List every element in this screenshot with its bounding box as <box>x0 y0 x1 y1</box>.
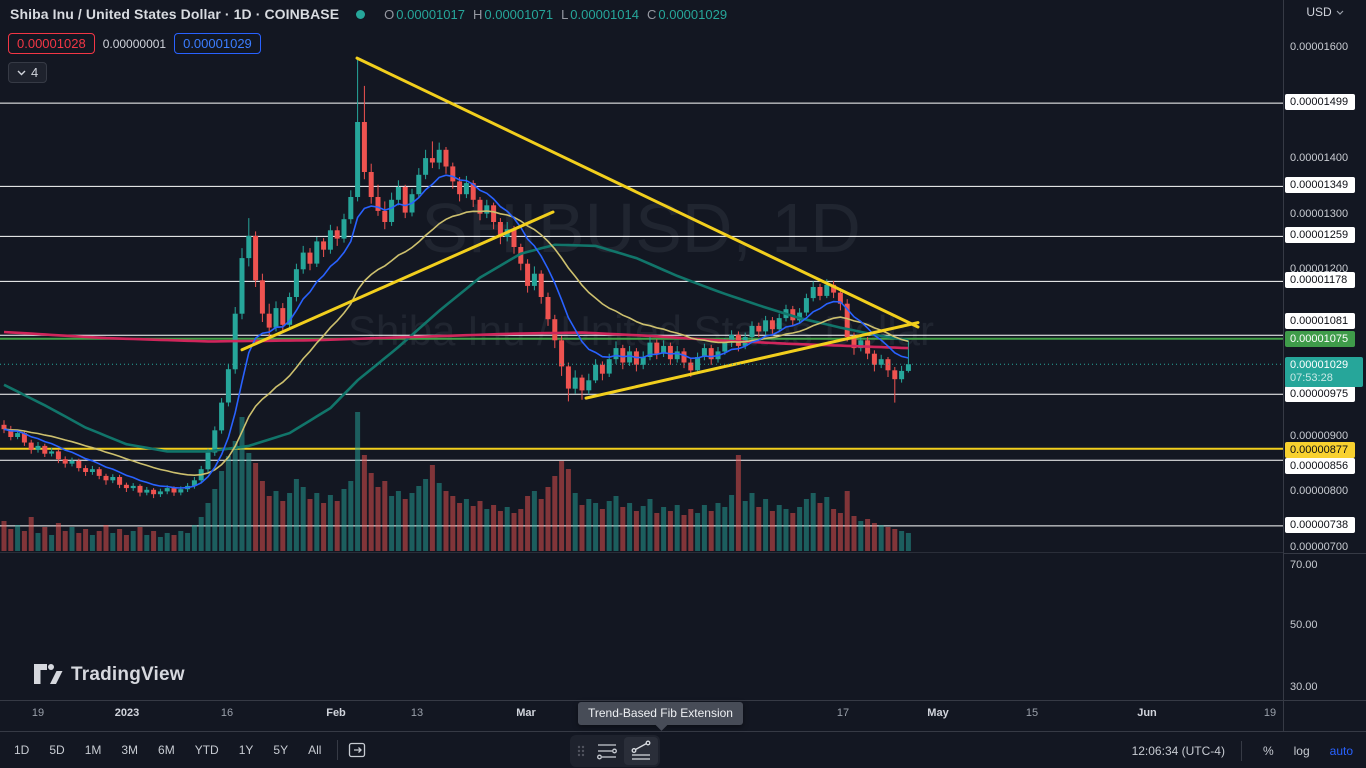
price-level-label[interactable]: 0.00000975 <box>1285 386 1355 402</box>
market-status-dot[interactable] <box>356 9 366 19</box>
range-button-3m[interactable]: 3M <box>121 743 139 757</box>
price-scale[interactable]: USD 0.00001600 0.00001400 0.00001300 0.0000… <box>1283 0 1366 731</box>
range-button-1d[interactable]: 1D <box>14 743 30 757</box>
price-diff-value: 0.00000001 <box>102 36 167 51</box>
price-level-label[interactable]: 0.00001349 <box>1285 177 1355 193</box>
price-level-label[interactable]: 0.00001178 <box>1285 272 1355 288</box>
indicator-tick: 70.00 <box>1290 559 1318 571</box>
price-level-label[interactable]: 0.00000877 <box>1285 442 1355 458</box>
price-tick: 0.00001600 <box>1290 41 1349 53</box>
tradingview-logo-icon <box>34 664 63 684</box>
tradingview-logo-text: TradingView <box>71 664 185 685</box>
price-level-label[interactable]: 0.00000738 <box>1285 517 1355 533</box>
range-button-5y[interactable]: 5Y <box>273 743 289 757</box>
time-axis-label: Jun <box>1137 707 1157 719</box>
open-value: 0.00001017 <box>396 6 465 22</box>
go-to-date-button[interactable] <box>346 739 368 761</box>
bottom-toolbar: 1D 5D 1M 3M 6M YTD 1Y 5Y All <box>0 731 1366 768</box>
indicator-tick: 50.00 <box>1290 619 1318 631</box>
log-scale-button[interactable]: log <box>1293 743 1310 758</box>
time-axis-label: Mar <box>516 707 536 719</box>
price-chip-blue[interactable]: 0.00001029 <box>174 33 261 54</box>
last-price-value: 0.00001029 <box>1290 359 1349 371</box>
volume-histogram <box>1 412 911 551</box>
object-tree-chip[interactable]: 4 <box>8 62 48 83</box>
last-price-label[interactable]: 0.00001029 07:53:28 <box>1285 357 1363 387</box>
tooltip-trend-based-fib-extension: Trend-Based Fib Extension <box>578 702 743 725</box>
open-label: O <box>384 6 395 22</box>
price-level-label[interactable]: 0.00001081 <box>1285 313 1355 329</box>
time-axis-label: 2023 <box>114 707 140 719</box>
high-value: 0.00001071 <box>484 6 554 22</box>
price-tick: 0.00000800 <box>1290 485 1349 497</box>
range-button-all[interactable]: All <box>308 743 322 757</box>
price-level-label[interactable]: 0.00001259 <box>1285 227 1355 243</box>
trendline <box>584 321 920 400</box>
trend-based-fib-extension-tool-button[interactable] <box>624 737 658 765</box>
price-level-label[interactable]: 0.00001499 <box>1285 94 1355 110</box>
range-button-ytd[interactable]: YTD <box>194 743 219 757</box>
fib-retracement-icon <box>597 744 617 760</box>
indicator-tick: 30.00 <box>1290 681 1318 693</box>
auto-scale-button[interactable]: auto <box>1329 743 1353 758</box>
scale-axis-separator <box>1284 700 1366 701</box>
fib-retracement-tool-button[interactable] <box>590 737 624 765</box>
tradingview-logo[interactable]: TradingView <box>33 662 185 688</box>
drag-handle-icon[interactable] <box>574 740 588 762</box>
candles <box>1 58 911 499</box>
price-tick: 0.00001400 <box>1290 152 1349 164</box>
time-axis-label: 13 <box>410 707 424 719</box>
clock[interactable]: 12:06:34 (UTC-4) <box>1131 743 1225 758</box>
time-axis-label: 19 <box>31 707 45 719</box>
chevron-down-icon <box>17 70 26 75</box>
close-label: C <box>646 6 657 22</box>
price-chip-red[interactable]: 0.00001028 <box>8 33 95 54</box>
symbol-legend: Shiba Inu / United States Dollar · 1D · … <box>10 6 733 22</box>
price-level-label[interactable]: 0.00001075 <box>1285 331 1355 347</box>
chevron-down-icon <box>1336 10 1344 15</box>
ma-pink-line <box>3 330 909 350</box>
symbol-title[interactable]: Shiba Inu / United States Dollar · 1D · … <box>10 6 340 22</box>
percent-scale-button[interactable]: % <box>1262 743 1274 758</box>
price-scale-currency[interactable]: USD <box>1284 5 1366 19</box>
toolbar-right-cluster: 12:06:34 (UTC-4) % log auto <box>1132 732 1358 768</box>
close-value: 0.00001029 <box>658 6 728 22</box>
trendline <box>355 56 920 329</box>
price-chart-pane[interactable]: SHIBUSD, 1D Shiba Inu / United States Dol… <box>0 0 1283 700</box>
low-value: 0.00001014 <box>570 6 639 22</box>
time-axis-label: Feb <box>326 707 346 719</box>
scale-pane-separator <box>1284 553 1366 554</box>
time-axis-label: 17 <box>836 707 850 719</box>
time-axis-label: 16 <box>220 707 234 719</box>
price-tick: 0.00001300 <box>1290 208 1349 220</box>
date-range-buttons: 1D 5D 1M 3M 6M YTD 1Y 5Y All <box>4 738 331 762</box>
time-axis-label: May <box>927 707 949 719</box>
trend-based-fib-extension-icon <box>631 740 651 760</box>
range-button-6m[interactable]: 6M <box>158 743 175 757</box>
watermark-symbol: SHIBUSD, 1D <box>421 189 861 267</box>
toolbar-divider <box>1240 740 1242 761</box>
price-tick: 0.00000700 <box>1290 541 1349 553</box>
drawing-price-chips: 0.00001028 0.00000001 0.00001029 <box>8 33 261 54</box>
ohlc-values: O 0.00001017 H 0.00001071 L 0.00001014 C… <box>384 7 733 22</box>
time-axis-label: 19 <box>1263 707 1277 719</box>
trendline <box>240 210 555 352</box>
ma-teal-line <box>3 243 909 453</box>
bar-countdown: 07:53:28 <box>1290 372 1333 384</box>
range-button-1y[interactable]: 1Y <box>238 743 254 757</box>
price-tick: 0.00000900 <box>1290 430 1349 442</box>
low-label: L <box>561 6 569 22</box>
time-axis-label: 15 <box>1025 707 1039 719</box>
range-button-1m[interactable]: 1M <box>84 743 102 757</box>
currency-label: USD <box>1306 5 1332 19</box>
fib-tools-group <box>570 735 660 767</box>
ema-fast-line <box>3 174 909 489</box>
object-count: 4 <box>31 65 39 80</box>
price-level-label[interactable]: 0.00000856 <box>1285 458 1355 474</box>
toolbar-divider <box>337 740 339 760</box>
high-label: H <box>472 6 483 22</box>
range-button-5d[interactable]: 5D <box>49 743 65 757</box>
